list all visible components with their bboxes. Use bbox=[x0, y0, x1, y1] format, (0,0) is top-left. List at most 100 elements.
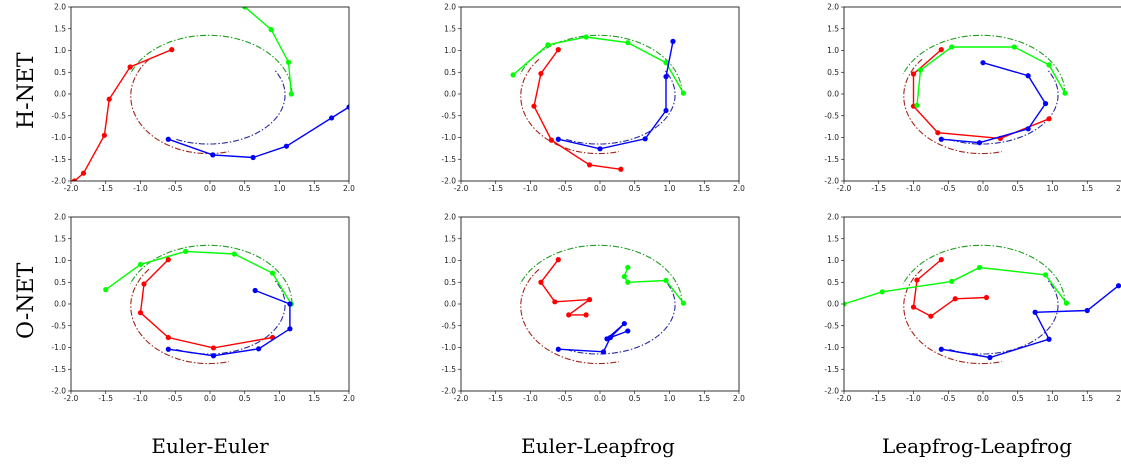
y-tick-label: -0.5 bbox=[441, 321, 456, 330]
data-point-red bbox=[165, 334, 171, 341]
data-point-green bbox=[663, 277, 669, 284]
y-tick-label: 1.0 bbox=[827, 46, 839, 55]
data-point-blue bbox=[621, 320, 627, 327]
x-tick-label: -1.5 bbox=[98, 394, 113, 403]
y-tick-label: -1.5 bbox=[824, 365, 839, 374]
x-tick-label: -1.5 bbox=[488, 394, 503, 403]
data-point-red bbox=[583, 312, 589, 318]
x-tick-label: 1.5 bbox=[1081, 184, 1093, 193]
y-tick-label: 2.0 bbox=[54, 3, 66, 12]
series-line-green bbox=[844, 266, 1067, 305]
data-point-blue bbox=[1025, 73, 1031, 79]
x-tick-label: -0.5 bbox=[941, 184, 956, 193]
data-point-red bbox=[938, 257, 944, 263]
data-point-blue bbox=[670, 38, 676, 44]
data-point-green bbox=[103, 287, 109, 293]
series-line-red bbox=[74, 48, 173, 181]
series-line-red bbox=[533, 49, 621, 170]
x-tick-label: 1.5 bbox=[698, 184, 710, 193]
y-tick-label: -2.0 bbox=[51, 387, 66, 396]
x-tick-label: 0.0 bbox=[977, 184, 989, 193]
data-point-blue bbox=[287, 326, 293, 332]
data-point-red bbox=[80, 170, 87, 176]
data-point-green bbox=[1062, 90, 1068, 96]
y-tick-label: -1.5 bbox=[824, 155, 839, 164]
data-point-green bbox=[137, 261, 144, 268]
y-tick-label: 0.0 bbox=[54, 90, 66, 99]
y-tick-label: 2.0 bbox=[444, 3, 456, 12]
data-point-blue bbox=[256, 346, 262, 352]
series-line-red bbox=[540, 259, 592, 316]
col-label-euler-euler: Euler-Euler bbox=[151, 434, 269, 458]
data-point-green bbox=[949, 44, 955, 50]
data-point-red bbox=[538, 70, 544, 77]
data-point-blue bbox=[1032, 309, 1038, 315]
data-point-green bbox=[917, 67, 924, 73]
data-point-red bbox=[141, 281, 147, 287]
y-tick-label: -1.5 bbox=[441, 365, 456, 374]
data-point-green bbox=[231, 251, 237, 257]
data-point-red bbox=[618, 166, 624, 172]
row-label-h-net: H-NET bbox=[14, 52, 39, 129]
data-point-green bbox=[545, 42, 551, 48]
x-tick-label: 2.0 bbox=[343, 394, 355, 403]
data-point-red bbox=[938, 47, 944, 53]
data-point-green bbox=[680, 300, 686, 306]
x-tick-label: -2.0 bbox=[454, 394, 469, 403]
y-tick-label: 0.5 bbox=[54, 278, 66, 287]
x-tick-label: -0.5 bbox=[168, 394, 183, 403]
axes-frame bbox=[70, 216, 350, 392]
series-line-blue bbox=[168, 289, 291, 357]
data-point-blue bbox=[938, 136, 944, 142]
data-point-blue bbox=[987, 354, 993, 361]
data-point-blue bbox=[597, 146, 603, 152]
data-point-green bbox=[288, 91, 294, 97]
series-line-red bbox=[912, 259, 987, 318]
plot-area bbox=[902, 34, 1068, 155]
data-point-red bbox=[137, 310, 144, 316]
data-point-blue bbox=[165, 136, 171, 142]
x-tick-label: 2.0 bbox=[1116, 184, 1121, 193]
x-tick-label: -1.0 bbox=[523, 184, 538, 193]
x-tick-label: 1.5 bbox=[308, 184, 320, 193]
x-tick-label: -2.0 bbox=[64, 184, 79, 193]
y-tick-label: -2.0 bbox=[441, 387, 456, 396]
data-point-green bbox=[285, 59, 292, 65]
y-tick-label: 1.5 bbox=[54, 24, 66, 33]
y-tick-label: 1.5 bbox=[827, 234, 839, 243]
data-point-red bbox=[1046, 116, 1052, 122]
x-tick-label: -1.0 bbox=[133, 184, 148, 193]
reference-orbit-red bbox=[903, 268, 1002, 365]
x-tick-label: 2.0 bbox=[343, 184, 355, 193]
y-tick-label: -1.5 bbox=[441, 155, 456, 164]
data-point-blue bbox=[165, 346, 171, 352]
data-point-blue bbox=[1042, 100, 1049, 107]
data-point-blue bbox=[329, 115, 335, 121]
data-point-blue bbox=[555, 136, 561, 142]
data-point-red bbox=[169, 47, 175, 53]
y-tick-label: -1.0 bbox=[824, 133, 839, 142]
x-tick-label: 1.5 bbox=[308, 394, 320, 403]
data-point-green bbox=[583, 34, 589, 40]
data-point-green bbox=[510, 72, 516, 78]
data-point-red bbox=[548, 137, 554, 143]
y-tick-label: -1.0 bbox=[441, 133, 456, 142]
data-point-green bbox=[269, 270, 276, 276]
reference-orbit-blue bbox=[176, 279, 286, 355]
y-tick-label: -1.0 bbox=[51, 133, 66, 142]
data-point-green bbox=[268, 27, 274, 33]
x-tick-label: -0.5 bbox=[941, 394, 956, 403]
y-tick-label: -1.0 bbox=[51, 343, 66, 352]
data-point-blue bbox=[604, 336, 610, 342]
x-tick-label: -1.5 bbox=[488, 184, 503, 193]
y-tick-label: 0.0 bbox=[444, 300, 456, 309]
series-line-green bbox=[512, 36, 685, 94]
y-tick-label: 1.5 bbox=[444, 234, 456, 243]
row-label-o-net: O-NET bbox=[14, 262, 39, 339]
y-tick-label: 0.0 bbox=[54, 300, 66, 309]
data-point-blue bbox=[283, 143, 290, 149]
data-point-red bbox=[910, 304, 917, 310]
data-point-blue bbox=[625, 328, 631, 334]
reference-orbit-green bbox=[129, 34, 293, 95]
y-tick-label: -0.5 bbox=[51, 111, 66, 120]
